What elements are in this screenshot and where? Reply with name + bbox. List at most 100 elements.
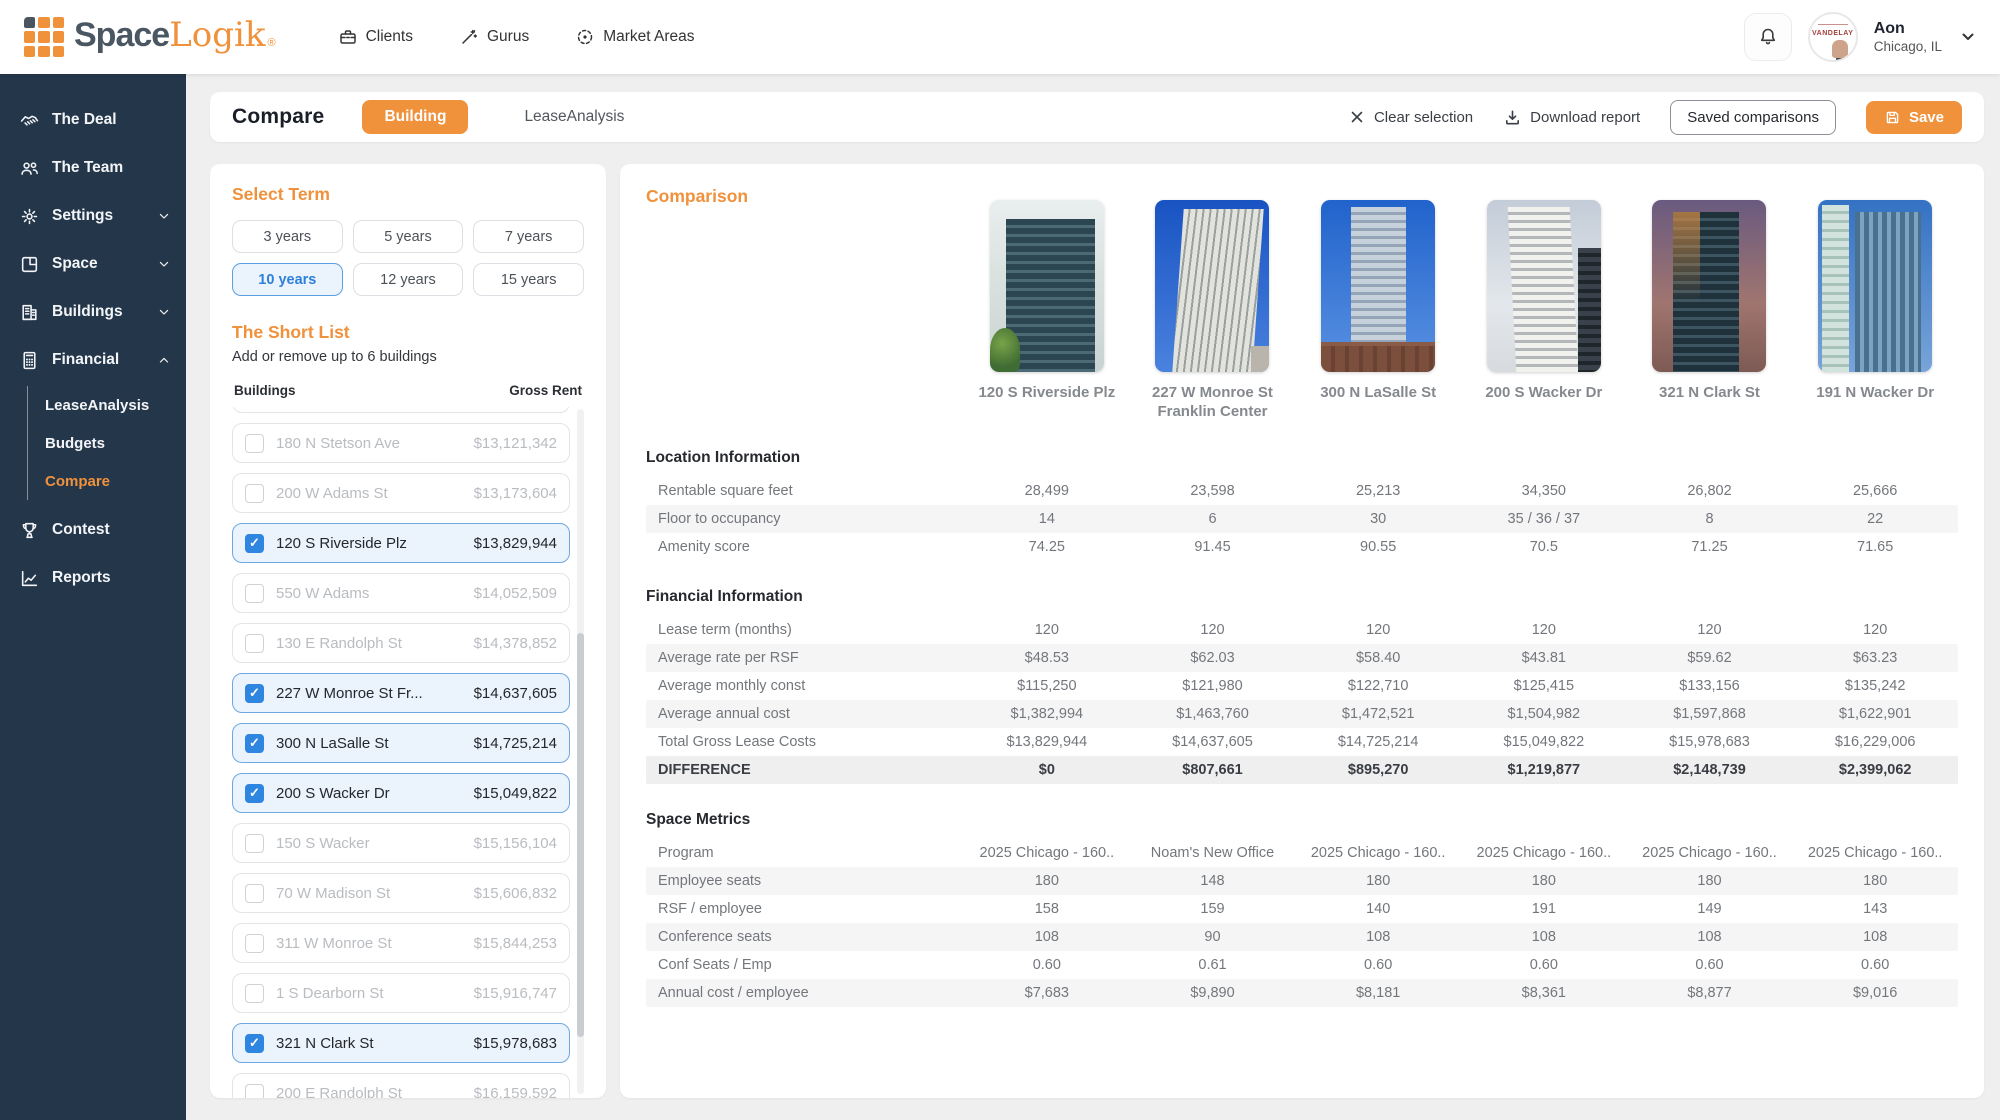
term-option-5-years[interactable]: 5 years xyxy=(353,220,464,253)
row-value: 26,802 xyxy=(1627,483,1793,499)
sidebar-item-compare[interactable]: Compare xyxy=(45,462,186,500)
building-photo xyxy=(1321,200,1435,372)
term-option-3-years[interactable]: 3 years xyxy=(232,220,343,253)
close-icon xyxy=(1348,108,1366,126)
row-label: Program xyxy=(646,845,964,861)
row-value: $7,683 xyxy=(964,985,1130,1001)
compare-tabs: Building LeaseAnalysis xyxy=(362,100,646,134)
shortlist-row[interactable]: 200 E Randolph St$16,159,592 xyxy=(232,1073,570,1098)
checkbox-unchecked[interactable] xyxy=(245,584,264,603)
notifications-button[interactable] xyxy=(1744,13,1792,61)
sidebar-item-budgets[interactable]: Budgets xyxy=(45,424,186,462)
wand-icon xyxy=(459,27,479,47)
shortlist-row[interactable]: 300 N LaSalle St$14,725,214 xyxy=(232,723,570,763)
checkbox-checked[interactable] xyxy=(245,784,264,803)
tab-building[interactable]: Building xyxy=(362,100,468,134)
table-row: Conf Seats / Emp0.600.610.600.600.600.60 xyxy=(646,951,1958,979)
gross-rent-value: $15,916,747 xyxy=(474,985,557,1002)
shortlist-row[interactable]: 227 W Monroe St Fr...$14,637,605 xyxy=(232,673,570,713)
shortlist-row[interactable]: 311 W Monroe St$15,844,253 xyxy=(232,923,570,963)
term-option-7-years[interactable]: 7 years xyxy=(473,220,584,253)
table-row: RSF / employee158159140191149143 xyxy=(646,895,1958,923)
clear-selection-button[interactable]: Clear selection xyxy=(1348,108,1473,126)
row-value: $133,156 xyxy=(1627,678,1793,694)
checkbox-unchecked[interactable] xyxy=(245,834,264,853)
avatar-text: VANDELAY xyxy=(1812,30,1853,37)
row-value: $0 xyxy=(964,762,1130,778)
term-option-12-years[interactable]: 12 years xyxy=(353,263,464,296)
nav-item-clients[interactable]: Clients xyxy=(338,27,413,47)
row-value: 0.60 xyxy=(1792,957,1958,973)
row-value: 108 xyxy=(1792,929,1958,945)
user-name: Aon xyxy=(1874,19,1942,38)
avatar[interactable]: VANDELAY xyxy=(1808,12,1858,62)
shortlist-row[interactable]: 120 S Riverside Plz$13,829,944 xyxy=(232,523,570,563)
building-column-name: 321 N Clark St xyxy=(1659,384,1760,403)
saved-comparisons-button[interactable]: Saved comparisons xyxy=(1670,100,1836,135)
checkbox-unchecked[interactable] xyxy=(245,934,264,953)
shortlist-row[interactable]: 1 S Dearborn St$15,916,747 xyxy=(232,973,570,1013)
sidebar-item-financial[interactable]: Financial xyxy=(0,336,186,384)
checkbox-checked[interactable] xyxy=(245,1034,264,1053)
checkbox-unchecked[interactable] xyxy=(245,484,264,503)
building-name: 130 E Randolph St xyxy=(276,635,462,652)
checkbox-unchecked[interactable] xyxy=(245,634,264,653)
sidebar-item-the-deal[interactable]: The Deal xyxy=(0,96,186,144)
row-value: 108 xyxy=(1627,929,1793,945)
tab-leaseanalysis[interactable]: LeaseAnalysis xyxy=(502,100,646,134)
shortlist-scroll-area[interactable]: 180 N Stetson Ave$13,121,342 200 W Adams … xyxy=(232,407,584,1098)
shortlist-row[interactable]: 550 W Adams$14,052,509 xyxy=(232,573,570,613)
checkbox-unchecked[interactable] xyxy=(245,984,264,1003)
sidebar-item-settings[interactable]: Settings xyxy=(0,192,186,240)
chevron-down-icon[interactable] xyxy=(1958,27,1978,47)
table-row: Floor to occupancy1463035 / 36 / 37822 xyxy=(646,505,1958,533)
sidebar-item-leaseanalysis[interactable]: LeaseAnalysis xyxy=(45,386,186,424)
checkbox-checked[interactable] xyxy=(245,734,264,753)
sidebar-item-reports[interactable]: Reports xyxy=(0,554,186,602)
row-value: 35 / 36 / 37 xyxy=(1461,511,1627,527)
row-value: 143 xyxy=(1792,901,1958,917)
table-row: Conference seats10890108108108108 xyxy=(646,923,1958,951)
term-option-10-years[interactable]: 10 years xyxy=(232,263,343,296)
row-value: $135,242 xyxy=(1792,678,1958,694)
row-value: $13,829,944 xyxy=(964,734,1130,750)
checkbox-unchecked[interactable] xyxy=(245,434,264,453)
shortlist-row[interactable]: 200 W Adams St$13,173,604 xyxy=(232,473,570,513)
gross-rent-value: $15,049,822 xyxy=(474,785,557,802)
shortlist-row[interactable]: 200 S Wacker Dr $15,049,822 xyxy=(232,773,570,813)
brand-name-secondary: Logik xyxy=(169,15,265,55)
nav-item-label: Clients xyxy=(366,28,413,46)
shortlist-row[interactable]: 321 N Clark St$15,978,683 xyxy=(232,1023,570,1063)
user-menu[interactable]: Aon Chicago, IL xyxy=(1874,19,1942,54)
checkbox-unchecked[interactable] xyxy=(245,884,264,903)
calculator-icon xyxy=(19,350,40,371)
row-value: 120 xyxy=(1627,622,1793,638)
sidebar-item-contest[interactable]: Contest xyxy=(0,506,186,554)
checkbox-checked[interactable] xyxy=(245,684,264,703)
row-value: 120 xyxy=(1461,622,1627,638)
nav-item-gurus[interactable]: Gurus xyxy=(459,27,529,47)
row-value: 108 xyxy=(1295,929,1461,945)
sidebar-item-buildings[interactable]: Buildings xyxy=(0,288,186,336)
row-value: $63.23 xyxy=(1792,650,1958,666)
row-value: $125,415 xyxy=(1461,678,1627,694)
shortlist-row[interactable]: 130 E Randolph St $14,378,852 xyxy=(232,623,570,663)
term-option-15-years[interactable]: 15 years xyxy=(473,263,584,296)
sidebar-item-the-team[interactable]: The Team xyxy=(0,144,186,192)
scrollbar-thumb[interactable] xyxy=(577,633,584,1037)
term-options: 3 years 5 years 7 years 10 years 12 years 15 … xyxy=(232,220,584,296)
row-value: 34,350 xyxy=(1461,483,1627,499)
download-report-button[interactable]: Download report xyxy=(1503,108,1640,127)
nav-item-market-areas[interactable]: Market Areas xyxy=(575,27,694,47)
building-name: 200 S Wacker Dr xyxy=(276,785,462,802)
logo[interactable]: SpaceLogik® xyxy=(22,15,276,59)
shortlist-row[interactable]: 150 S Wacker$15,156,104 xyxy=(232,823,570,863)
gross-rent-value: $14,378,852 xyxy=(474,635,557,652)
checkbox-checked[interactable] xyxy=(245,534,264,553)
checkbox-unchecked[interactable] xyxy=(245,1084,264,1099)
table-row: Program2025 Chicago - 160..Noam's New Of… xyxy=(646,839,1958,867)
save-button[interactable]: Save xyxy=(1866,101,1962,134)
sidebar-item-space[interactable]: Space xyxy=(0,240,186,288)
shortlist-row[interactable]: 180 N Stetson Ave$13,121,342 xyxy=(232,423,570,463)
shortlist-row[interactable]: 70 W Madison St$15,606,832 xyxy=(232,873,570,913)
